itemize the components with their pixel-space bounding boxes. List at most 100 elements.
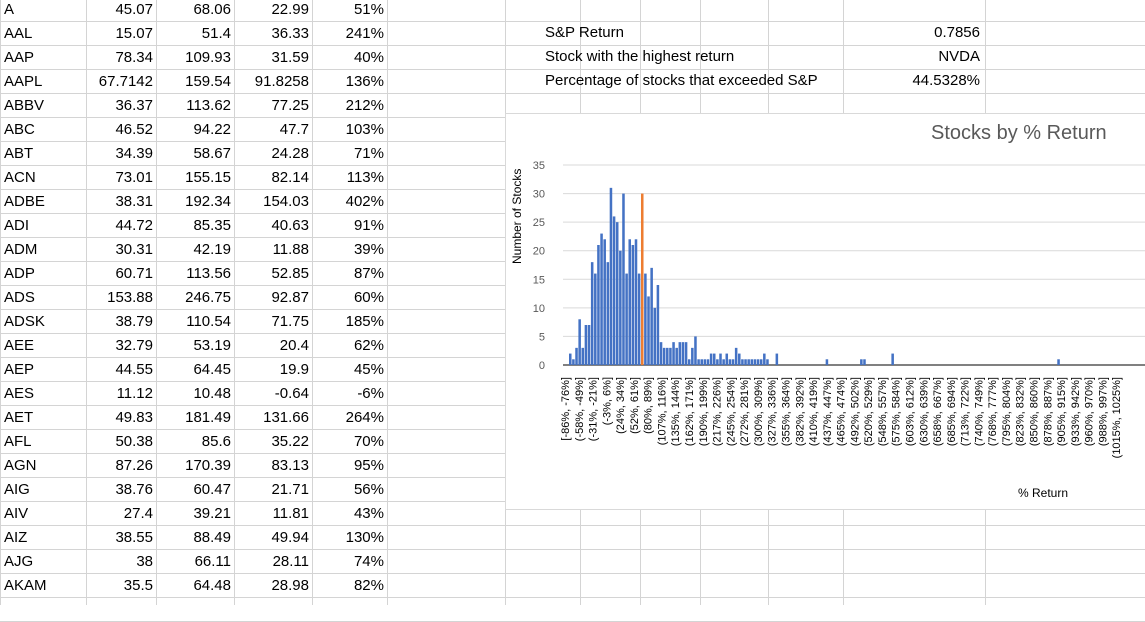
start-price-cell[interactable]: 45.07 <box>115 1 153 18</box>
ticker-cell[interactable]: ADSK <box>4 313 45 330</box>
change-cell[interactable]: 82.14 <box>271 169 309 186</box>
start-price-cell[interactable]: 38 <box>136 553 153 570</box>
return-cell[interactable]: 402% <box>345 193 384 210</box>
end-price-cell[interactable]: 94.22 <box>193 121 231 138</box>
return-cell[interactable]: 212% <box>345 97 384 114</box>
end-price-cell[interactable]: 64.45 <box>193 361 231 378</box>
return-cell[interactable]: 40% <box>353 49 384 66</box>
end-price-cell[interactable]: 39.21 <box>193 505 231 522</box>
return-cell[interactable]: 91% <box>353 217 384 234</box>
return-cell[interactable]: 82% <box>353 577 384 594</box>
end-price-cell[interactable]: 64.48 <box>193 577 231 594</box>
start-price-cell[interactable]: 15.07 <box>115 25 153 42</box>
ticker-cell[interactable]: AIG <box>4 481 30 498</box>
change-cell[interactable]: 77.25 <box>271 97 309 114</box>
start-price-cell[interactable]: 87.26 <box>115 457 153 474</box>
change-cell[interactable]: 28.98 <box>271 577 309 594</box>
start-price-cell[interactable]: 36.37 <box>115 97 153 114</box>
change-cell[interactable]: 71.75 <box>271 313 309 330</box>
start-price-cell[interactable]: 38.79 <box>115 313 153 330</box>
change-cell[interactable]: 40.63 <box>271 217 309 234</box>
start-price-cell[interactable]: 34.39 <box>115 145 153 162</box>
start-price-cell[interactable]: 78.34 <box>115 49 153 66</box>
change-cell[interactable]: 47.7 <box>279 121 309 138</box>
end-price-cell[interactable]: 110.54 <box>186 313 231 330</box>
ticker-cell[interactable]: ADP <box>4 265 35 282</box>
start-price-cell[interactable]: 30.31 <box>115 241 153 258</box>
return-cell[interactable]: 136% <box>345 73 384 90</box>
ticker-cell[interactable]: AIZ <box>4 529 28 546</box>
end-price-cell[interactable]: 68.06 <box>193 1 231 18</box>
ticker-cell[interactable]: ABT <box>4 145 34 162</box>
ticker-cell[interactable]: ABC <box>4 121 35 138</box>
return-cell[interactable]: 74% <box>353 553 384 570</box>
return-cell[interactable]: 62% <box>353 337 384 354</box>
return-cell[interactable]: 241% <box>345 25 384 42</box>
end-price-cell[interactable]: 58.67 <box>193 145 231 162</box>
change-cell[interactable]: 52.85 <box>271 265 309 282</box>
end-price-cell[interactable]: 10.48 <box>193 385 231 402</box>
start-price-cell[interactable]: 44.55 <box>115 361 153 378</box>
return-cell[interactable]: 60% <box>353 289 384 306</box>
return-cell[interactable]: 71% <box>353 145 384 162</box>
start-price-cell[interactable]: 60.71 <box>115 265 153 282</box>
summary-label-pct-exceeded[interactable]: Percentage of stocks that exceeded S&P <box>545 72 818 89</box>
ticker-cell[interactable]: AET <box>4 409 34 426</box>
return-cell[interactable]: 45% <box>353 361 384 378</box>
ticker-cell[interactable]: ACN <box>4 169 36 186</box>
return-cell[interactable]: 264% <box>345 409 384 426</box>
end-price-cell[interactable]: 53.19 <box>193 337 231 354</box>
change-cell[interactable]: 31.59 <box>271 49 309 66</box>
return-cell[interactable]: -6% <box>357 385 384 402</box>
ticker-cell[interactable]: ADBE <box>4 193 45 210</box>
start-price-cell[interactable]: 38.76 <box>115 481 153 498</box>
return-cell[interactable]: 87% <box>353 265 384 282</box>
change-cell[interactable]: 11.88 <box>272 241 309 258</box>
change-cell[interactable]: 20.4 <box>279 337 309 354</box>
end-price-cell[interactable]: 170.39 <box>185 457 231 474</box>
histogram-chart[interactable]: Stocks by % Return Number of Stocks % Re… <box>505 113 1145 510</box>
end-price-cell[interactable]: 42.19 <box>193 241 231 258</box>
start-price-cell[interactable]: 11.12 <box>116 385 153 402</box>
end-price-cell[interactable]: 85.6 <box>201 433 231 450</box>
summary-value-sp-return[interactable]: 0.7856 <box>934 24 980 41</box>
return-cell[interactable]: 103% <box>345 121 384 138</box>
end-price-cell[interactable]: 85.35 <box>193 217 231 234</box>
change-cell[interactable]: 22.99 <box>271 1 309 18</box>
change-cell[interactable]: 11.81 <box>272 505 309 522</box>
summary-value-pct-exceeded[interactable]: 44.5328% <box>912 72 980 89</box>
ticker-cell[interactable]: AAP <box>4 49 35 66</box>
ticker-cell[interactable]: AIV <box>4 505 29 522</box>
ticker-cell[interactable]: AEP <box>4 361 35 378</box>
return-cell[interactable]: 51% <box>353 1 384 18</box>
end-price-cell[interactable]: 159.54 <box>185 73 231 90</box>
change-cell[interactable]: 36.33 <box>271 25 309 42</box>
end-price-cell[interactable]: 192.34 <box>185 193 231 210</box>
start-price-cell[interactable]: 67.7142 <box>98 73 153 90</box>
change-cell[interactable]: 83.13 <box>271 457 309 474</box>
start-price-cell[interactable]: 50.38 <box>115 433 153 450</box>
end-price-cell[interactable]: 109.93 <box>185 49 231 66</box>
return-cell[interactable]: 113% <box>346 169 384 186</box>
ticker-cell[interactable]: AKAM <box>4 577 47 594</box>
change-cell[interactable]: 19.9 <box>279 361 309 378</box>
change-cell[interactable]: 49.94 <box>271 529 309 546</box>
summary-label-sp-return[interactable]: S&P Return <box>545 24 624 41</box>
start-price-cell[interactable]: 46.52 <box>115 121 153 138</box>
end-price-cell[interactable]: 246.75 <box>185 289 231 306</box>
ticker-cell[interactable]: AAL <box>4 25 33 42</box>
end-price-cell[interactable]: 66.11 <box>194 553 231 570</box>
start-price-cell[interactable]: 35.5 <box>123 577 153 594</box>
return-cell[interactable]: 70% <box>353 433 384 450</box>
start-price-cell[interactable]: 38.55 <box>115 529 153 546</box>
change-cell[interactable]: 35.22 <box>271 433 309 450</box>
start-price-cell[interactable]: 153.88 <box>107 289 153 306</box>
ticker-cell[interactable]: ADS <box>4 289 35 306</box>
end-price-cell[interactable]: 51.4 <box>201 25 231 42</box>
ticker-cell[interactable]: AGN <box>4 457 37 474</box>
ticker-cell[interactable]: AJG <box>4 553 34 570</box>
return-cell[interactable]: 185% <box>345 313 384 330</box>
ticker-cell[interactable]: ADI <box>4 217 30 234</box>
return-cell[interactable]: 56% <box>353 481 384 498</box>
start-price-cell[interactable]: 73.01 <box>115 169 153 186</box>
